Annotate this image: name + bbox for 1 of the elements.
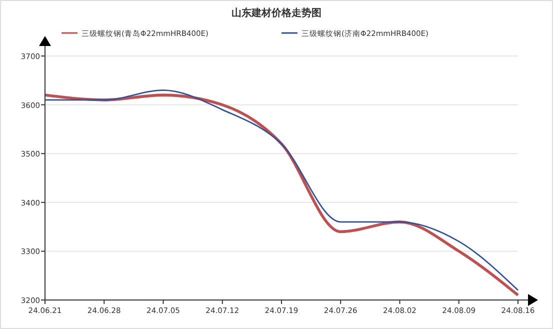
chart-title: 山东建材价格走势图 xyxy=(232,7,322,19)
